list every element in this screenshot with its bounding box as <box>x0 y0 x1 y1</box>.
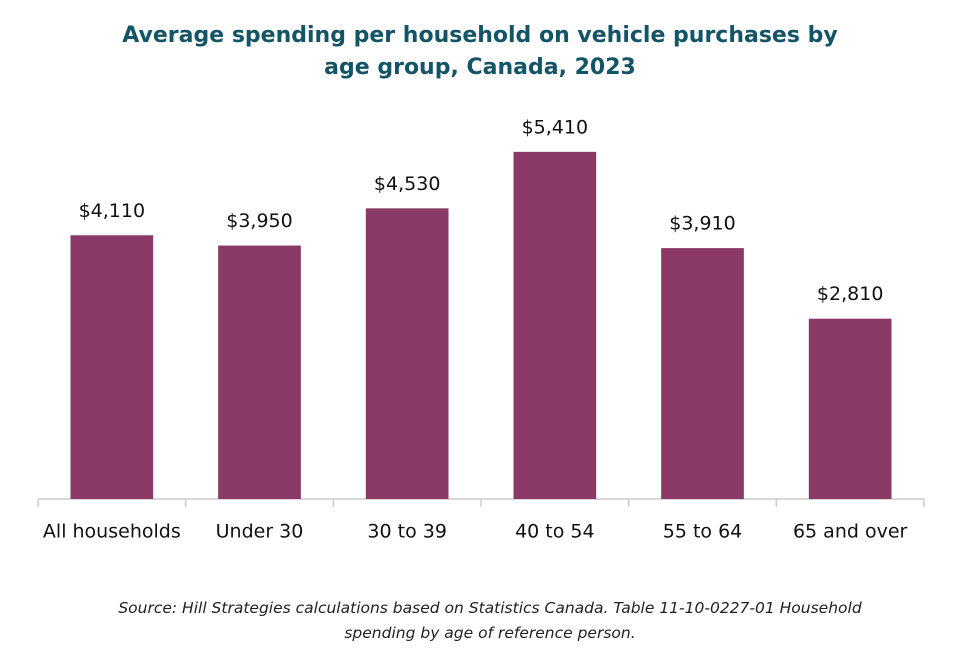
x-tick-label: 65 and over <box>793 521 908 543</box>
bar <box>70 235 154 499</box>
x-tick-label: 40 to 54 <box>515 521 595 543</box>
value-label: $3,950 <box>226 210 292 232</box>
bar <box>661 248 744 499</box>
x-tick-label: All households <box>43 521 181 543</box>
bar <box>808 318 892 499</box>
value-label: $4,530 <box>374 173 440 195</box>
value-label: $2,810 <box>817 283 883 305</box>
value-label: $3,910 <box>669 213 735 235</box>
x-tick-label: 55 to 64 <box>663 521 743 543</box>
bar <box>365 208 449 499</box>
chart: All households $4,110 Under 30 $3,950 30 to … <box>37 116 925 543</box>
bar <box>513 151 597 499</box>
bar <box>218 245 301 499</box>
value-label: $4,110 <box>79 200 145 222</box>
source-note: Source: Hill Strategies calculations bas… <box>118 599 862 642</box>
x-tick-label: Under 30 <box>216 521 304 543</box>
x-tick-label: 30 to 39 <box>367 521 447 543</box>
chart-title: Average spending per household on vehicl… <box>122 23 838 80</box>
value-label: $5,410 <box>522 116 588 138</box>
